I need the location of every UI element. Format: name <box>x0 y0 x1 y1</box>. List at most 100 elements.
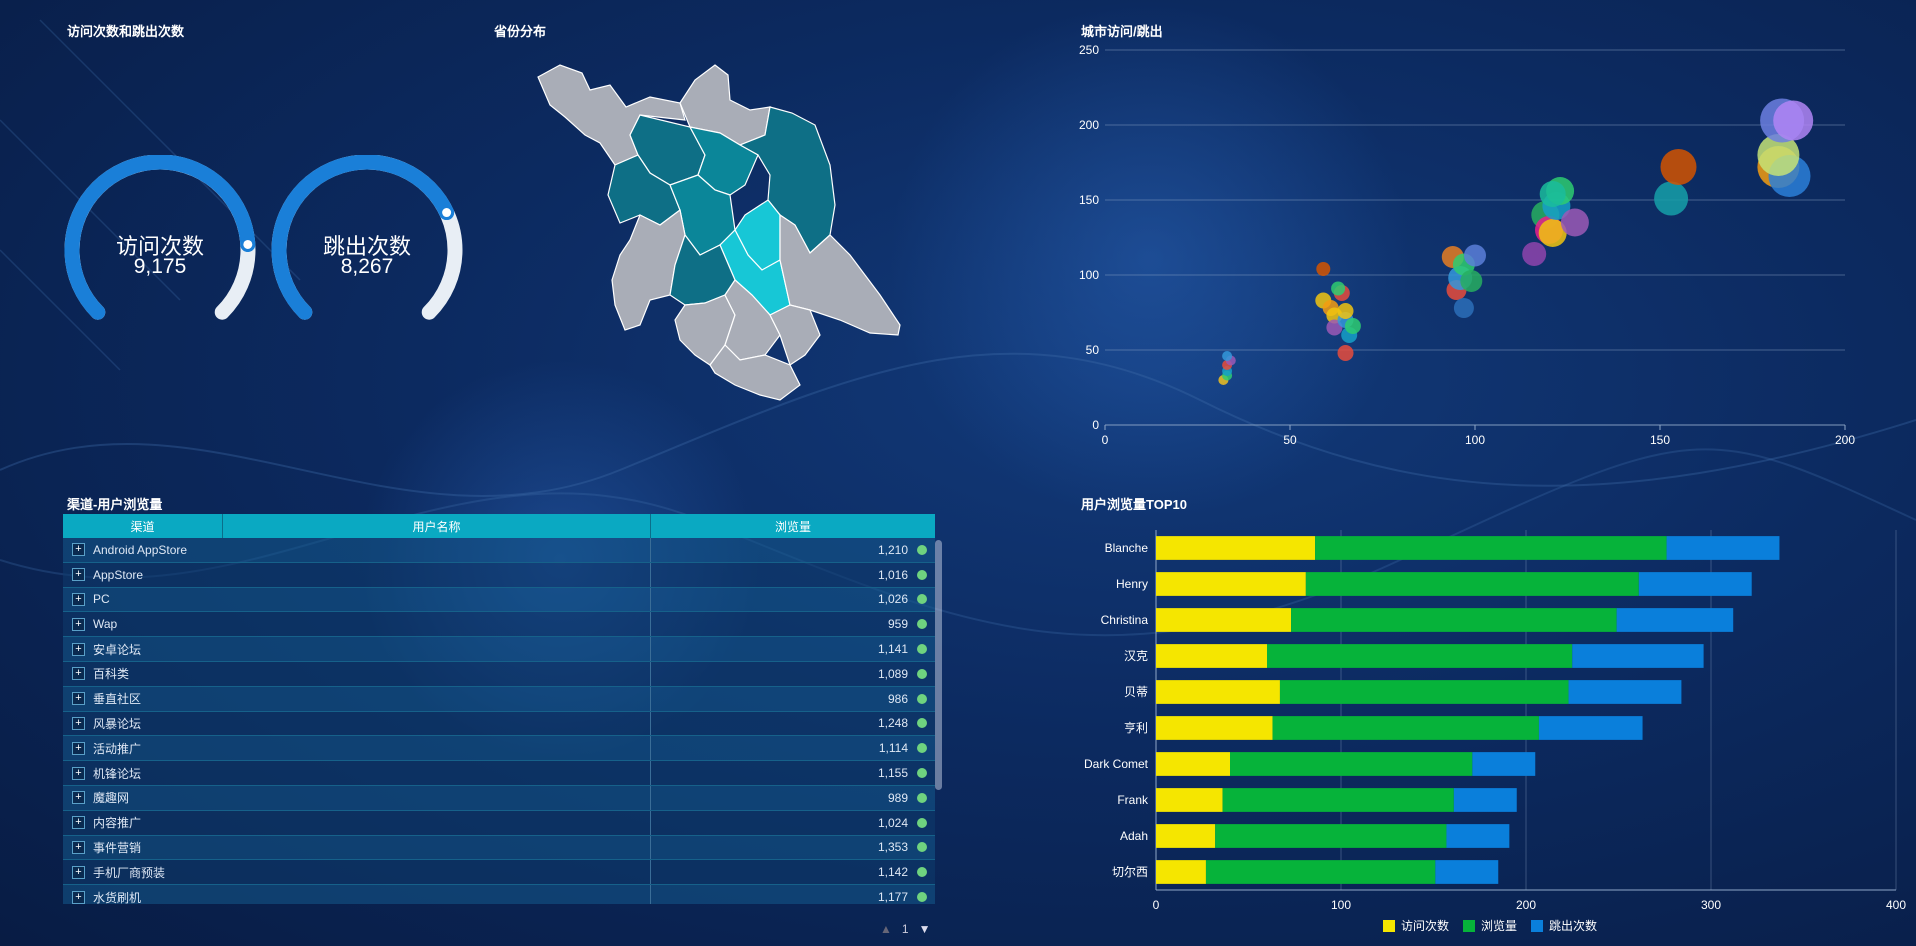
bar-segment[interactable] <box>1291 608 1617 632</box>
top10-legend: 访问次数 浏览量 跳出次数 <box>1383 917 1597 934</box>
table-row[interactable]: + 风暴论坛 1,248 <box>63 711 935 737</box>
table-row[interactable]: + AppStore 1,016 <box>63 562 935 588</box>
scatter-point[interactable] <box>1522 242 1547 266</box>
map-region-s4[interactable] <box>709 344 801 401</box>
bar-segment[interactable] <box>1538 716 1643 740</box>
table-row[interactable]: + 内容推广 1,024 <box>63 810 935 836</box>
bar-segment[interactable] <box>1230 752 1473 776</box>
expand-icon[interactable]: + <box>72 568 85 582</box>
table-row[interactable]: + 水货刷机 1,177 <box>63 885 935 904</box>
bar-segment[interactable] <box>1435 860 1499 884</box>
scatter-point[interactable] <box>1337 345 1354 361</box>
table-row[interactable]: + 百科类 1,089 <box>63 661 935 687</box>
expand-icon[interactable]: + <box>72 692 85 706</box>
bar-category-label: Frank <box>1117 793 1149 807</box>
expand-icon[interactable]: + <box>72 766 85 780</box>
scatter-point[interactable] <box>1316 262 1331 276</box>
scatter-point[interactable] <box>1773 100 1814 141</box>
scatter-point[interactable] <box>1757 134 1800 176</box>
expand-icon[interactable]: + <box>72 890 85 904</box>
bar-segment[interactable] <box>1272 716 1539 740</box>
map-region-nw[interactable] <box>537 64 686 166</box>
bar-segment[interactable] <box>1156 644 1267 668</box>
table-row[interactable]: + Wap 959 <box>63 612 935 638</box>
expand-icon[interactable]: + <box>72 617 85 631</box>
legend-item-bounces[interactable]: 跳出次数 <box>1531 917 1597 934</box>
bar-segment[interactable] <box>1156 824 1216 848</box>
page-down-icon[interactable]: ▼ <box>918 922 931 936</box>
status-dot-icon <box>917 569 927 580</box>
scatter-point[interactable] <box>1331 281 1346 296</box>
status-dot-icon <box>917 768 927 779</box>
bounces-gauge-ring <box>271 154 463 320</box>
bar-segment[interactable] <box>1156 788 1223 812</box>
bar-segment[interactable] <box>1568 680 1682 704</box>
bar-segment[interactable] <box>1156 716 1273 740</box>
table-row[interactable]: + Android AppStore 1,210 <box>63 538 935 563</box>
expand-icon[interactable]: + <box>72 716 85 730</box>
table-scrollbar[interactable] <box>935 540 942 790</box>
scatter-point[interactable] <box>1538 219 1567 247</box>
expand-icon[interactable]: + <box>72 667 85 681</box>
bar-segment[interactable] <box>1446 824 1510 848</box>
scatter-point[interactable] <box>1453 298 1474 318</box>
status-dot-icon <box>917 594 927 605</box>
bar-segment[interactable] <box>1205 860 1436 884</box>
header-channel[interactable]: 渠道 <box>63 514 223 538</box>
table-row[interactable]: + PC 1,026 <box>63 587 935 613</box>
table-row[interactable]: + 事件营销 1,353 <box>63 835 935 861</box>
bar-segment[interactable] <box>1453 788 1517 812</box>
header-views[interactable]: 浏览量 <box>774 519 811 534</box>
scatter-point[interactable] <box>1560 208 1589 237</box>
bar-segment[interactable] <box>1156 680 1280 704</box>
bar-segment[interactable] <box>1279 680 1569 704</box>
map-region-s3[interactable] <box>769 304 821 366</box>
scatter-point[interactable] <box>1344 318 1361 334</box>
bar-segment[interactable] <box>1305 572 1639 596</box>
scatter-point[interactable] <box>1654 181 1689 216</box>
bar-segment[interactable] <box>1666 536 1780 560</box>
map-region-se[interactable] <box>779 213 901 336</box>
bar-segment[interactable] <box>1315 536 1667 560</box>
expand-icon[interactable]: + <box>72 592 85 606</box>
expand-icon[interactable]: + <box>72 816 85 830</box>
table-row[interactable]: + 安卓论坛 1,141 <box>63 637 935 662</box>
expand-icon[interactable]: + <box>72 865 85 879</box>
scatter-point[interactable] <box>1337 303 1354 319</box>
bar-segment[interactable] <box>1156 608 1292 632</box>
bar-segment[interactable] <box>1222 788 1454 812</box>
page-up-icon[interactable]: ▲ <box>880 922 892 936</box>
expand-icon[interactable]: + <box>72 791 85 805</box>
bar-segment[interactable] <box>1472 752 1536 776</box>
table-row[interactable]: + 机锋论坛 1,155 <box>63 761 935 786</box>
scatter-point[interactable] <box>1539 181 1566 207</box>
map-region-c1[interactable] <box>688 126 759 196</box>
bar-category-label: 汉克 <box>1124 649 1148 663</box>
legend-item-views[interactable]: 浏览量 <box>1463 917 1517 934</box>
status-dot-icon <box>917 867 927 878</box>
bar-segment[interactable] <box>1616 608 1734 632</box>
legend-item-visits[interactable]: 访问次数 <box>1383 917 1449 934</box>
bar-segment[interactable] <box>1267 644 1573 668</box>
table-row[interactable]: + 垂直社区 986 <box>63 686 935 712</box>
expand-icon[interactable]: + <box>72 543 85 557</box>
expand-icon[interactable]: + <box>72 642 85 656</box>
bar-segment[interactable] <box>1156 860 1206 884</box>
bar-segment[interactable] <box>1572 644 1704 668</box>
bar-segment[interactable] <box>1156 536 1316 560</box>
bar-segment[interactable] <box>1156 752 1230 776</box>
expand-icon[interactable]: + <box>72 741 85 755</box>
bar-segment[interactable] <box>1638 572 1752 596</box>
header-username[interactable]: 用户名称 <box>223 514 651 538</box>
scatter-point[interactable] <box>1222 351 1233 361</box>
table-row[interactable]: + 活动推广 1,114 <box>63 736 935 762</box>
expand-icon[interactable]: + <box>72 840 85 854</box>
scatter-point[interactable] <box>1464 244 1486 267</box>
map-region-sw1[interactable] <box>611 208 686 331</box>
bar-segment[interactable] <box>1156 572 1306 596</box>
scatter-point[interactable] <box>1660 149 1697 185</box>
bar-segment[interactable] <box>1215 824 1447 848</box>
table-row[interactable]: + 手机厂商预装 1,142 <box>63 860 935 886</box>
scatter-point[interactable] <box>1460 270 1483 292</box>
table-row[interactable]: + 魔趣网 989 <box>63 785 935 811</box>
